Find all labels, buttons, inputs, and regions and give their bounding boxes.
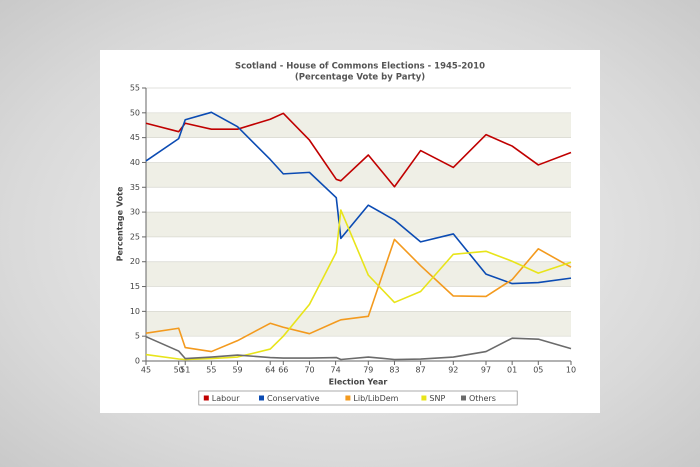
legend-label: SNP — [429, 394, 445, 403]
series-line — [145, 335, 572, 361]
plot-band — [146, 112, 571, 138]
x-tick-label: 10 — [566, 366, 576, 375]
x-axis-title: Election Year — [329, 378, 388, 387]
series-line — [145, 238, 572, 353]
chart-title: Scotland - House of Commons Elections - … — [235, 62, 485, 72]
x-tick-label: 66 — [278, 366, 288, 375]
legend-swatch — [461, 395, 466, 401]
legend: Labour Conservative Lib/LibDem SNP Others — [198, 390, 518, 406]
x-tick-label: 01 — [507, 366, 517, 375]
x-tick-label: 45 — [141, 366, 151, 375]
x-tick-label: 87 — [416, 366, 426, 375]
y-tick-label: 30 — [130, 208, 140, 217]
y-tick-label: 50 — [130, 108, 140, 117]
y-tick-label: 5 — [135, 332, 140, 341]
x-tick-label: 70 — [304, 366, 314, 375]
y-tick-label: 40 — [130, 158, 140, 167]
x-tick-label: 59 — [232, 366, 242, 375]
y-tick-label: 35 — [130, 183, 140, 192]
y-tick-label: 15 — [130, 282, 140, 291]
series-line — [145, 111, 572, 285]
chart-subtitle: (Percentage Vote by Party) — [295, 73, 425, 83]
x-tick-label: 79 — [363, 366, 373, 375]
series-line — [145, 209, 572, 361]
legend-swatch — [203, 395, 209, 401]
y-tick-label: 10 — [130, 307, 140, 316]
y-tick-label: 25 — [130, 232, 140, 241]
legend-label: Lib/LibDem — [353, 394, 398, 403]
x-tick-label: 64 — [265, 366, 275, 375]
series-lines — [145, 111, 572, 361]
x-tick-label: 50 — [174, 366, 184, 375]
legend-swatch — [421, 395, 427, 401]
y-tick-label: 20 — [130, 257, 140, 266]
x-tick-label: 97 — [481, 366, 491, 375]
plot-band — [146, 261, 571, 287]
legend-label: Others — [469, 394, 496, 403]
y-tick-label: 45 — [130, 133, 140, 142]
x-tick-label: 55 — [206, 366, 216, 375]
y-tick-label: 0 — [135, 357, 140, 366]
legend-swatch — [345, 395, 351, 401]
x-tick-label: 74 — [331, 366, 341, 375]
legend-label: Conservative — [267, 394, 320, 403]
series-line — [145, 112, 572, 188]
x-tick-label: 51 — [180, 366, 190, 375]
plot-band — [146, 162, 571, 188]
x-tick-label: 92 — [448, 366, 458, 375]
x-tick-label: 05 — [533, 366, 543, 375]
plot-band — [146, 311, 571, 337]
legend-label: Labour — [212, 394, 240, 403]
y-axis-title: Percentage Vote — [116, 186, 125, 261]
y-tick-label: 55 — [130, 84, 140, 93]
x-tick-label: 83 — [389, 366, 399, 375]
legend-swatch — [259, 395, 264, 401]
legend-box — [198, 390, 518, 406]
